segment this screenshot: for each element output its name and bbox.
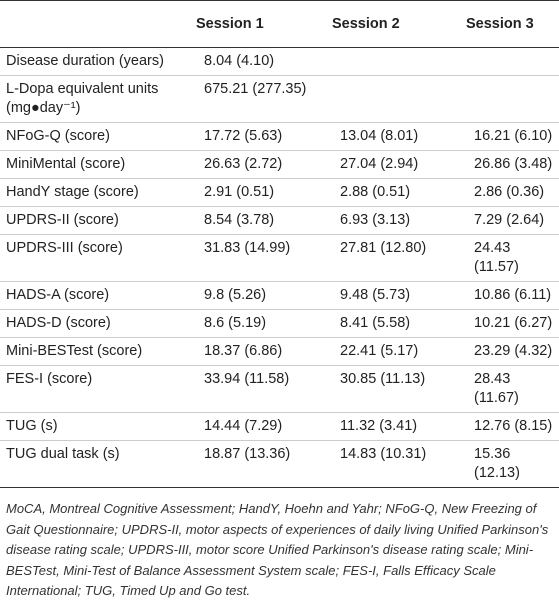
cell: 26.63 (2.72) xyxy=(196,150,332,179)
cell: 6.93 (3.13) xyxy=(332,206,466,235)
cell: 28.43 (11.67) xyxy=(466,365,559,413)
table-row: TUG (s) 14.44 (7.29) 11.32 (3.41) 12.76 (8.… xyxy=(0,412,559,441)
row-label: HADS-A (score) xyxy=(0,281,196,310)
cell: 22.41 (5.17) xyxy=(332,337,466,366)
row-label: HADS-D (score) xyxy=(0,309,196,338)
row-label: TUG dual task (s) xyxy=(0,440,196,488)
cell: 31.83 (14.99) xyxy=(196,234,332,282)
cell: 18.87 (13.36) xyxy=(196,440,332,488)
cell: 16.21 (6.10) xyxy=(466,122,559,151)
cell xyxy=(332,75,466,123)
cell: 9.48 (5.73) xyxy=(332,281,466,310)
column-header: Session 2 xyxy=(332,0,466,48)
row-label: NFoG-Q (score) xyxy=(0,122,196,151)
cell: 675.21 (277.35) xyxy=(196,75,332,123)
cell: 2.86 (0.36) xyxy=(466,178,559,207)
row-label: UPDRS-II (score) xyxy=(0,206,196,235)
cell: 17.72 (5.63) xyxy=(196,122,332,151)
cell: 30.85 (11.13) xyxy=(332,365,466,413)
table-row: Mini-BESTest (score) 18.37 (6.86) 22.41 (5… xyxy=(0,337,559,366)
row-label: UPDRS-III (score) xyxy=(0,234,196,282)
table-row: HADS-D (score) 8.6 (5.19) 8.41 (5.58) 10.21… xyxy=(0,309,559,338)
cell: 13.04 (8.01) xyxy=(332,122,466,151)
table-row: L-Dopa equivalent units (mg●day⁻¹) 675.21… xyxy=(0,75,559,123)
table-row: UPDRS-II (score) 8.54 (3.78) 6.93 (3.13) 7.… xyxy=(0,206,559,235)
cell: 18.37 (6.86) xyxy=(196,337,332,366)
cell xyxy=(466,75,559,123)
cell: 9.8 (5.26) xyxy=(196,281,332,310)
cell: 8.6 (5.19) xyxy=(196,309,332,338)
footnote: MoCA, Montreal Cognitive Assessment; Han… xyxy=(6,501,549,598)
cell: 15.36 (12.13) xyxy=(466,440,559,488)
row-label: MiniMental (score) xyxy=(0,150,196,179)
table-row: TUG dual task (s) 18.87 (13.36) 14.83 (10.… xyxy=(0,440,559,488)
cell: 8.41 (5.58) xyxy=(332,309,466,338)
cell: 10.86 (6.11) xyxy=(466,281,559,310)
table-body: Disease duration (years) 8.04 (4.10) L-Dop… xyxy=(0,47,559,488)
row-label: Mini-BESTest (score) xyxy=(0,337,196,366)
cell: 8.04 (4.10) xyxy=(196,47,332,76)
row-label: TUG (s) xyxy=(0,412,196,441)
cell: 24.43 (11.57) xyxy=(466,234,559,282)
table-row: HADS-A (score) 9.8 (5.26) 9.48 (5.73) 10.86… xyxy=(0,281,559,310)
cell: 23.29 (4.32) xyxy=(466,337,559,366)
cell: 7.29 (2.64) xyxy=(466,206,559,235)
table-row: MiniMental (score) 26.63 (2.72) 27.04 (2.9… xyxy=(0,150,559,179)
column-header: Session 1 xyxy=(196,0,332,48)
cell: 14.83 (10.31) xyxy=(332,440,466,488)
table-row: NFoG-Q (score) 17.72 (5.63) 13.04 (8.01) 16… xyxy=(0,122,559,151)
row-label: FES-I (score) xyxy=(0,365,196,413)
cell: 10.21 (6.27) xyxy=(466,309,559,338)
data-table: Session 1 Session 2 Session 3 Disease dura… xyxy=(0,0,559,488)
column-header: Session 3 xyxy=(466,0,559,48)
corner xyxy=(0,0,196,48)
cell: 11.32 (3.41) xyxy=(332,412,466,441)
row-label: L-Dopa equivalent units (mg●day⁻¹) xyxy=(0,75,196,123)
row-label: Disease duration (years) xyxy=(0,47,196,76)
cell xyxy=(466,47,559,76)
cell: 27.04 (2.94) xyxy=(332,150,466,179)
cell: 8.54 (3.78) xyxy=(196,206,332,235)
table-row: FES-I (score) 33.94 (11.58) 30.85 (11.13) 2… xyxy=(0,365,559,413)
table-row: HandY stage (score) 2.91 (0.51) 2.88 (0.51… xyxy=(0,178,559,207)
cell: 12.76 (8.15) xyxy=(466,412,559,441)
table-row: Disease duration (years) 8.04 (4.10) xyxy=(0,47,559,76)
cell: 33.94 (11.58) xyxy=(196,365,332,413)
cell xyxy=(332,47,466,76)
cell: 26.86 (3.48) xyxy=(466,150,559,179)
cell: 14.44 (7.29) xyxy=(196,412,332,441)
table-row: UPDRS-III (score) 31.83 (14.99) 27.81 (12.… xyxy=(0,234,559,282)
cell: 27.81 (12.80) xyxy=(332,234,466,282)
header-row: Session 1 Session 2 Session 3 xyxy=(0,0,559,48)
cell: 2.88 (0.51) xyxy=(332,178,466,207)
cell: 2.91 (0.51) xyxy=(196,178,332,207)
row-label: HandY stage (score) xyxy=(0,178,196,207)
